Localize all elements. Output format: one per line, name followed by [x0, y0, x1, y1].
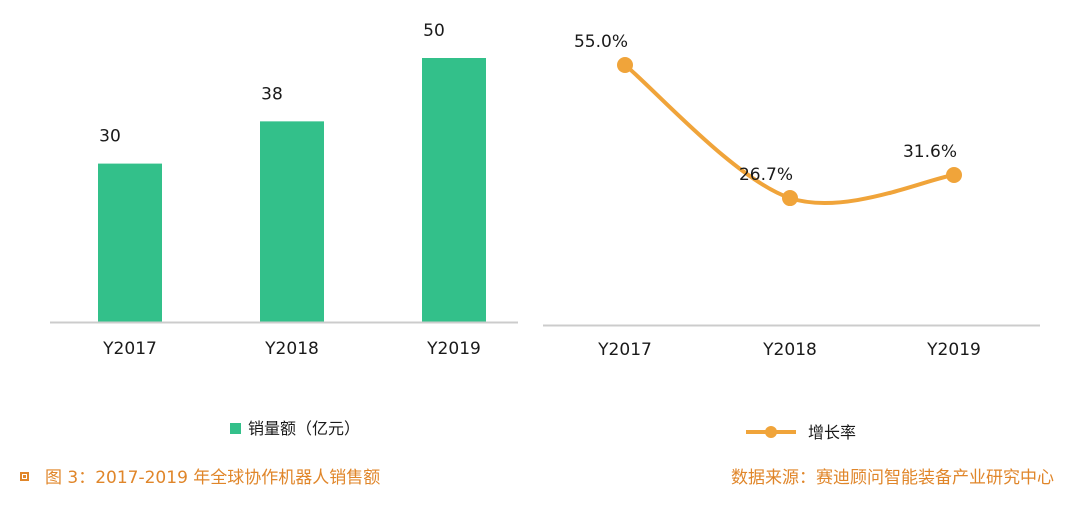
- legend-swatch: [230, 423, 241, 434]
- bar-chart: 30 Y2017 38 Y2018 50 Y2019 销量额（亿元）: [50, 21, 518, 438]
- point-data-label: 26.7%: [739, 165, 793, 185]
- legend-marker: [765, 426, 777, 438]
- x-tick-label: Y2017: [597, 340, 652, 360]
- line-point: [617, 57, 633, 73]
- point-data-label: 55.0%: [574, 32, 628, 52]
- bar-data-label: 30: [99, 127, 121, 147]
- line-point: [946, 167, 962, 183]
- bar: [98, 163, 162, 322]
- figure-title: 图 3：2017-2019 年全球协作机器人销售额: [45, 468, 381, 488]
- caption-square-icon: [20, 472, 29, 481]
- legend-label: 增长率: [808, 423, 856, 442]
- x-tick-label: Y2017: [102, 339, 157, 359]
- bar: [260, 121, 324, 322]
- legend-label: 销量额（亿元）: [248, 419, 360, 438]
- bar-data-label: 50: [423, 21, 445, 41]
- point-data-label: 31.6%: [903, 142, 957, 162]
- x-tick-label: Y2018: [264, 339, 319, 359]
- bar-data-label: 38: [261, 84, 283, 104]
- source-caption: 数据来源：赛迪顾问智能装备产业研究中心: [731, 468, 1054, 488]
- line-chart: 55.0% Y2017 26.7% Y2018 31.6% Y2019 增长率: [543, 32, 1040, 442]
- bar: [422, 58, 486, 322]
- line-point: [782, 190, 798, 207]
- x-tick-label: Y2018: [762, 340, 817, 360]
- x-tick-label: Y2019: [926, 340, 981, 360]
- figure-caption: 图 3：2017-2019 年全球协作机器人销售额: [20, 466, 380, 490]
- x-tick-label: Y2019: [426, 339, 481, 359]
